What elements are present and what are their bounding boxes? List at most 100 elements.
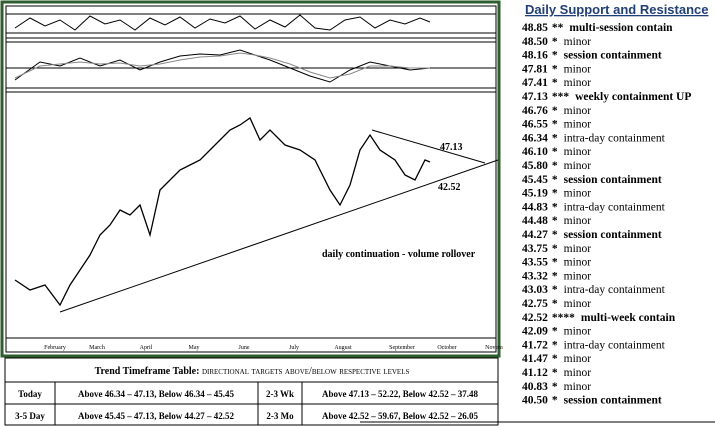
level-row: 48.16 * session containment [522,50,662,62]
level-stars: * [552,339,558,351]
level-stars: * [552,215,558,227]
table-cell: 3-5 Day [15,411,45,421]
level-note: minor [564,367,592,379]
level-price: 41.12 [522,367,548,379]
level-stars: * [552,188,558,200]
level-note: session containment [564,395,662,407]
price-line [14,117,431,307]
level-note: intra-day containment [564,284,666,296]
level-stars: * [552,50,558,62]
sidebar-title: Daily Support and Resistance [525,2,709,17]
level-price: 48.50 [522,36,548,48]
month-label: July [289,345,299,351]
signal-line [14,52,430,79]
level-price: 48.85 [522,22,548,34]
macd-line [14,49,431,83]
month-label: August [334,345,352,351]
level-row: 48.85 ** multi-session contain [522,22,673,34]
month-label: Novem [485,345,503,351]
level-stars: * [552,146,558,158]
level-stars: * [552,132,558,144]
table-title-main: Trend Timeframe Table: [95,366,200,377]
month-label: February [44,345,66,351]
level-price: 41.72 [522,339,548,351]
level-note: intra-day containment [564,339,666,351]
level-row: 41.72 * intra-day containment [522,339,666,351]
level-note: minor [564,160,592,172]
level-stars: * [552,105,558,117]
level-note: minor [564,36,592,48]
level-note: session containment [564,50,662,62]
month-label: October [437,345,456,351]
table-frame [4,357,499,426]
level-price: 41.47 [522,353,548,365]
table-cell: 2-3 Wk [266,389,294,399]
level-price: 45.80 [522,160,548,172]
month-label: March [89,345,105,351]
level-stars: *** [552,91,570,103]
annotation: 47.13 [440,142,463,153]
table-cell: 2-3 Mo [266,411,294,421]
level-row: 46.55 * minor [522,119,591,131]
level-note: minor [564,119,592,131]
month-label: April [140,345,153,351]
level-price: 45.19 [522,188,548,200]
level-price: 47.41 [522,77,548,89]
level-row: 47.41 * minor [522,77,591,89]
level-note: minor [564,105,592,117]
annotation: daily continuation - volume rollover [322,249,476,260]
chart-frame [0,0,501,358]
level-stars: * [552,353,558,365]
level-note: session containment [564,229,662,241]
level-price: 45.45 [522,174,548,186]
level-price: 42.75 [522,298,548,310]
level-stars: ** [552,22,564,34]
level-row: 45.80 * minor [522,160,591,172]
level-note: weekly containment UP [575,91,691,103]
level-stars: * [552,119,558,131]
level-price: 42.09 [522,326,548,338]
level-row: 43.75 * minor [522,243,591,255]
level-row: 45.19 * minor [522,188,591,200]
table-cell: Today [18,389,42,399]
level-note: multi-session contain [569,22,673,34]
level-row: 46.34 * intra-day containment [522,132,666,144]
level-row: 44.48 * minor [522,215,591,227]
level-row: 48.50 * minor [522,36,591,48]
level-note: intra-day containment [564,132,666,144]
level-price: 47.13 [522,91,548,103]
level-note: minor [564,77,592,89]
level-note: minor [564,63,592,75]
level-row: 46.76 * minor [522,105,591,117]
level-stars: * [552,326,558,338]
level-price: 46.76 [522,105,548,117]
table-subtitle: directional targets above/below respecti… [202,366,410,377]
level-stars: * [552,270,558,282]
level-note: minor [564,353,592,365]
level-row: 43.03 * intra-day containment [522,284,666,296]
level-row: 41.47 * minor [522,353,591,365]
annotation: 42.52 [438,182,461,193]
level-note: intra-day containment [564,201,666,213]
level-note: minor [564,298,592,310]
level-price: 44.83 [522,201,548,213]
level-price: 44.27 [522,229,548,241]
level-note: minor [564,257,592,269]
oscillator-line [14,14,431,31]
level-row: 43.32 * minor [522,270,591,282]
level-stars: **** [552,312,575,324]
level-note: minor [564,381,592,393]
table-title: Trend Timeframe Table: directional targe… [95,366,410,377]
level-note: minor [564,326,592,338]
level-row: 43.55 * minor [522,257,591,269]
level-row: 42.09 * minor [522,326,591,338]
level-stars: * [552,243,558,255]
table-cell: Above 42.52 – 59.67, Below 42.52 – 26.05 [322,411,478,421]
level-stars: * [552,201,558,213]
level-row: 45.45 * session containment [522,174,662,186]
month-label: May [189,345,200,351]
month-label: September [389,345,415,351]
level-row: 44.27 * session containment [522,229,662,241]
